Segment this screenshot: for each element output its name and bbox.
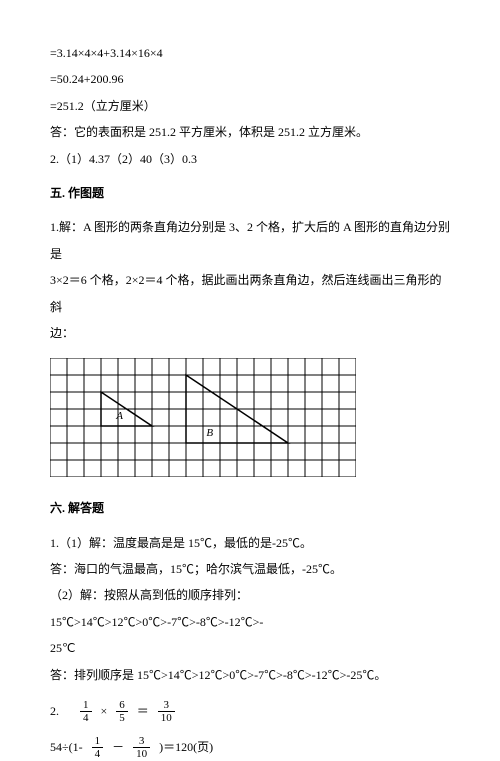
frac-3-10: 3 10: [158, 699, 175, 724]
q1a-ans: 答：海口的气温最高，15℃；哈尔滨气温最低，-25℃。: [50, 556, 450, 582]
frac3b-den: 10: [133, 748, 150, 760]
sec5-p1: 1.解：A 图形的两条直角边分别是 3、2 个格，扩大后的 A 图形的直角边分别…: [50, 214, 450, 267]
q2-prefix: 2.: [50, 698, 59, 724]
frac3-num: 3: [158, 699, 175, 712]
frac3b-num: 3: [133, 735, 150, 748]
line2-suffix: )＝120(页): [159, 734, 213, 760]
calc-answer: 答：它的表面积是 251.2 平方厘米，体积是 251.2 立方厘米。: [50, 119, 450, 145]
frac2-num: 6: [116, 699, 128, 712]
q1b-ans: 答：排列顺序是 15℃>14℃>12℃>0℃>-7℃>-8℃>-12℃>-25℃…: [50, 662, 450, 688]
calc-line-2: =50.24+200.96: [50, 66, 450, 92]
frac1b-num: 1: [92, 735, 104, 748]
line2-prefix: 54÷(1-: [50, 734, 83, 760]
frac-1-4: 1 4: [80, 699, 92, 724]
math-q2-line1: 2. 1 4 × 6 5 ＝ 3 10: [50, 698, 450, 724]
frac3-den: 10: [158, 712, 175, 724]
frac-6-5: 6 5: [116, 699, 128, 724]
minus-sign: －: [112, 734, 124, 760]
calc-line-1: =3.14×4×4+3.14×16×4: [50, 40, 450, 66]
sec5-p3: 边：: [50, 320, 450, 346]
section-6-title: 六. 解答题: [50, 495, 450, 521]
frac1-num: 1: [80, 699, 92, 712]
frac1-den: 4: [80, 712, 92, 724]
sec5-p2: 3×2＝6 个格，2×2＝4 个格，据此画出两条直角边，然后连线画出三角形的斜: [50, 267, 450, 320]
q1b: （2）解：按照从高到低的顺序排列：15℃>14℃>12℃>0℃>-7℃>-8℃>…: [50, 582, 450, 635]
q2-answers: 2.（1）4.37（2）40（3）0.3: [50, 146, 450, 172]
calc-line-3: =251.2（立方厘米）: [50, 93, 450, 119]
frac-1-4-b: 1 4: [92, 735, 104, 760]
section-5-title: 五. 作图题: [50, 180, 450, 206]
frac-3-10-b: 3 10: [133, 735, 150, 760]
q1a: 1.（1）解：温度最高是是 15℃，最低的是-25℃。: [50, 530, 450, 556]
grid-figure: AB: [50, 358, 356, 477]
times-sign: ×: [101, 698, 108, 724]
svg-text:B: B: [206, 427, 213, 439]
svg-text:A: A: [115, 410, 123, 422]
q1b-cont: 25℃: [50, 635, 450, 661]
frac1b-den: 4: [92, 748, 104, 760]
math-q2-line2: 54÷(1- 1 4 － 3 10 )＝120(页): [50, 734, 450, 760]
equals-sign: ＝: [137, 698, 149, 724]
frac2-den: 5: [116, 712, 128, 724]
